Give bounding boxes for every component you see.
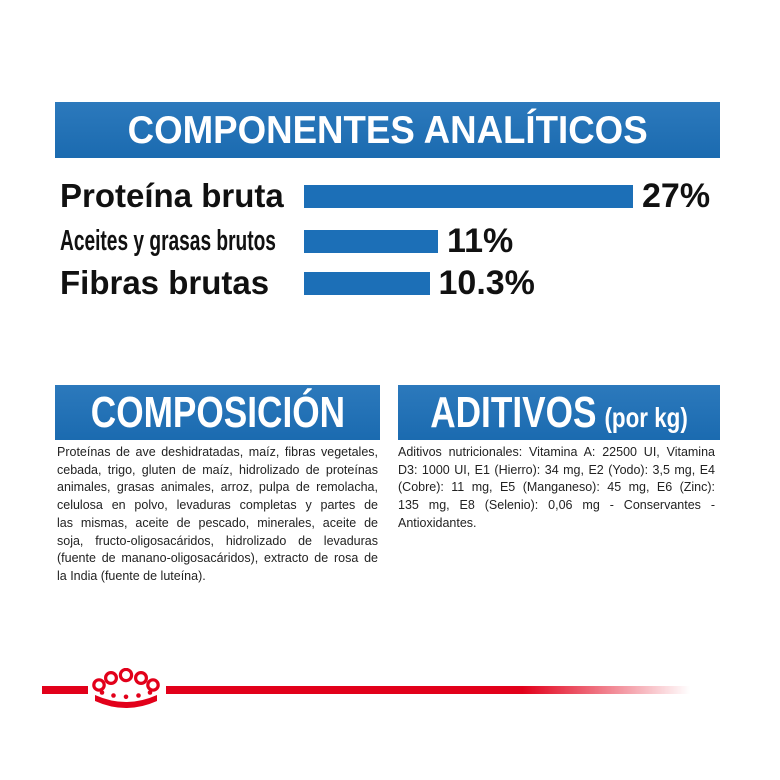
chart-row-fibras-brutas: Fibras brutas 10.3% xyxy=(60,264,740,302)
chart-row-aceites-grasas-brutos: Aceites y grasas brutos 11% xyxy=(60,223,740,259)
crown-rings xyxy=(92,668,160,692)
composition-text: Proteínas de ave deshidratadas, maíz, fi… xyxy=(57,444,378,586)
value-label-proteina-bruta: 27% xyxy=(642,177,711,215)
crown-ring xyxy=(133,670,148,686)
composition-line: cebada, trigo, gluten de maíz, hidroliza… xyxy=(57,462,378,477)
bar-group-proteina-bruta: 27% xyxy=(304,178,710,214)
crown-ring xyxy=(92,678,106,692)
additives-unit-note: (por kg) xyxy=(604,401,688,433)
category-label-fibras-brutas: Fibras brutas xyxy=(60,264,270,301)
additives-line: D3: 1000 UI, E1 (Hierro): 34 mg, E2 (Yod… xyxy=(398,462,715,477)
additives-header: ADITIVOS (por kg) xyxy=(398,385,720,440)
composition-header: COMPOSICIÓN xyxy=(55,385,380,440)
royal-canin-crown-icon xyxy=(92,668,160,708)
composition-line: soja, fructo-oligosacáridos, hidrolizado… xyxy=(57,533,378,548)
crown-band xyxy=(95,695,157,708)
composition-line: celulosa en polvo, levaduras completas y… xyxy=(57,498,378,513)
crown-dot xyxy=(123,694,129,700)
composition-header-inner: COMPOSICIÓN xyxy=(90,387,345,437)
brand-stripe-right xyxy=(166,686,690,694)
additives-header-inner: ADITIVOS (por kg) xyxy=(430,387,688,437)
additives-line: (Cobre): 11 mg, E5 (Manganeso): 45 mg, E… xyxy=(398,480,715,495)
brand-stripe-left xyxy=(42,686,88,694)
category-label-proteina-bruta: Proteína bruta xyxy=(60,177,284,214)
value-label-fibras-brutas: 10.3% xyxy=(438,264,535,302)
bar-fibras-brutas xyxy=(304,271,430,295)
bar-group-aceites-grasas-brutos: 11% xyxy=(304,223,513,259)
bar-aceites-grasas-brutos xyxy=(304,229,439,253)
additives-text: Aditivos nutricionales: Vitamina A: 2250… xyxy=(398,444,715,533)
crown-dot xyxy=(147,690,153,695)
bar-group-fibras-brutas: 10.3% xyxy=(304,265,535,301)
additives-line: Antioxidantes. xyxy=(398,515,477,530)
composition-title: COMPOSICIÓN xyxy=(90,387,345,437)
composition-line: las mismas, aceite de pescado, minerales… xyxy=(57,515,378,530)
additives-line: 135 mg, E8 (Selenio): 0,06 mg - Conserva… xyxy=(398,498,715,513)
chart-row-proteina-bruta: Proteína bruta 27% xyxy=(60,177,740,215)
crown-ring xyxy=(146,678,160,692)
composition-line: Proteínas de ave deshidratadas, maíz, fi… xyxy=(57,445,378,459)
additives-title: ADITIVOS xyxy=(430,387,597,437)
crown-dots xyxy=(99,690,153,700)
composition-line: animales, grasas animales, arroz, pulpa … xyxy=(57,480,378,495)
analytical-components-title: COMPONENTES ANALÍTICOS xyxy=(127,108,648,152)
value-label-aceites-grasas-brutos: 11% xyxy=(447,222,514,260)
analytical-components-banner: COMPONENTES ANALÍTICOS xyxy=(55,102,720,158)
analytical-bar-chart: Proteína bruta 27% Aceites y grasas brut… xyxy=(60,176,740,306)
crown-dot xyxy=(99,690,105,695)
category-label-aceites-grasas-brutos: Aceites y grasas brutos xyxy=(60,225,276,257)
composition-line: la India (fuente de luteína). xyxy=(57,568,206,583)
additives-line: Aditivos nutricionales: Vitamina A: 2250… xyxy=(398,445,715,459)
crown-dot xyxy=(136,693,141,698)
crown-ring xyxy=(118,668,134,683)
composition-line: (fuente de manano-oligosacáridos), extra… xyxy=(57,551,378,566)
crown-dot xyxy=(111,693,116,698)
bar-proteina-bruta xyxy=(304,184,633,208)
crown-ring xyxy=(104,670,119,686)
